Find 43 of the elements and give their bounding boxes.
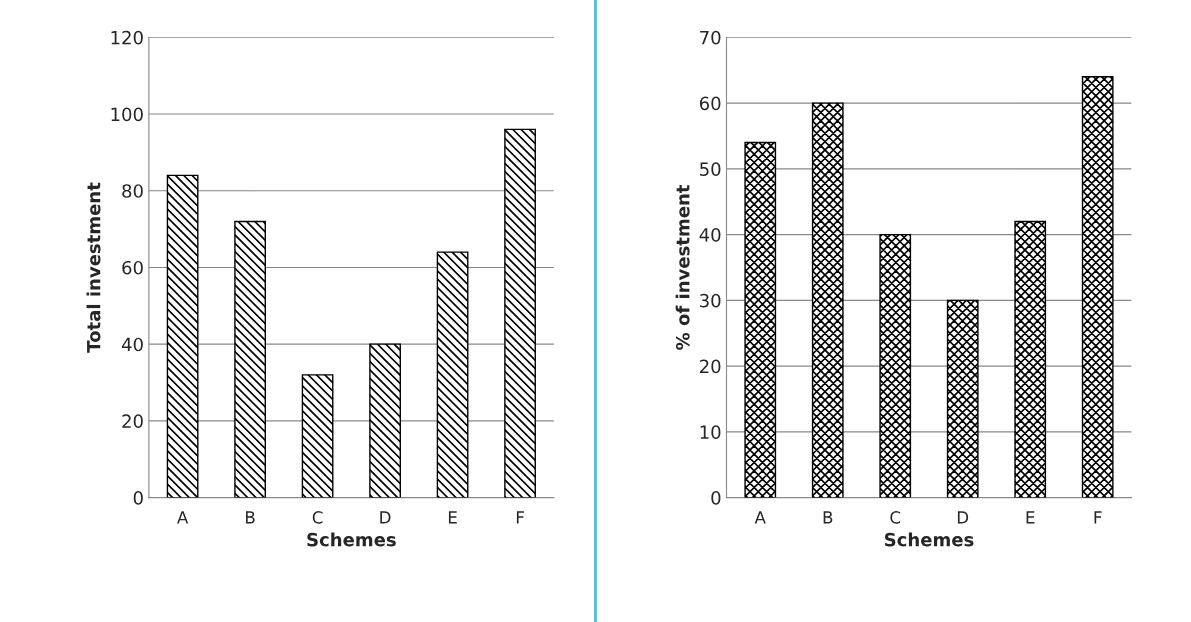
- y-tick-label: 70: [700, 30, 721, 45]
- x-axis-title: Schemes: [884, 532, 974, 547]
- x-axis-title: Schemes: [307, 532, 396, 547]
- y-tick-label: 60: [122, 260, 143, 275]
- y-tick-label: 40: [699, 228, 721, 242]
- y-tick-label: 0: [711, 491, 721, 505]
- x-tick-label: B: [246, 511, 255, 524]
- y-tick-label: 80: [122, 184, 143, 198]
- bar: [879, 233, 912, 498]
- bar: [436, 251, 469, 498]
- y-tick-label: 0: [133, 491, 143, 505]
- bar: [166, 174, 199, 498]
- bar: [946, 299, 979, 498]
- bar: [504, 128, 536, 498]
- y-tick-label: 20: [700, 359, 721, 374]
- x-tick-label: F: [1094, 511, 1102, 524]
- x-tick-label: F: [516, 511, 524, 524]
- y-axis-title: Total investment: [86, 182, 101, 353]
- bar: [1014, 220, 1047, 498]
- y-tick-label: 60: [699, 96, 721, 111]
- x-tick-label: D: [380, 511, 391, 524]
- y-tick-label: 50: [700, 162, 721, 176]
- x-tick-label: C: [312, 511, 323, 524]
- y-tick-label: 20: [122, 414, 143, 428]
- bar: [234, 220, 266, 498]
- x-tick-label: B: [823, 511, 833, 524]
- y-tick-label: 120: [111, 30, 143, 45]
- bar: [744, 141, 777, 498]
- bar: [811, 102, 844, 498]
- x-tick-label: D: [957, 511, 969, 524]
- x-tick-label: E: [448, 511, 457, 524]
- x-tick-label: C: [890, 511, 901, 524]
- x-tick-label: A: [177, 511, 189, 524]
- y-tick-label: 30: [700, 293, 721, 308]
- y-tick-label: 10: [700, 425, 721, 439]
- bar: [301, 374, 334, 498]
- y-axis-title: % of investment: [675, 184, 690, 350]
- x-tick-label: E: [1026, 511, 1035, 524]
- bar: [369, 343, 401, 498]
- bar: [1081, 76, 1114, 498]
- x-tick-label: A: [754, 511, 766, 524]
- y-tick-label: 40: [121, 337, 143, 352]
- y-tick-label: 100: [111, 107, 143, 122]
